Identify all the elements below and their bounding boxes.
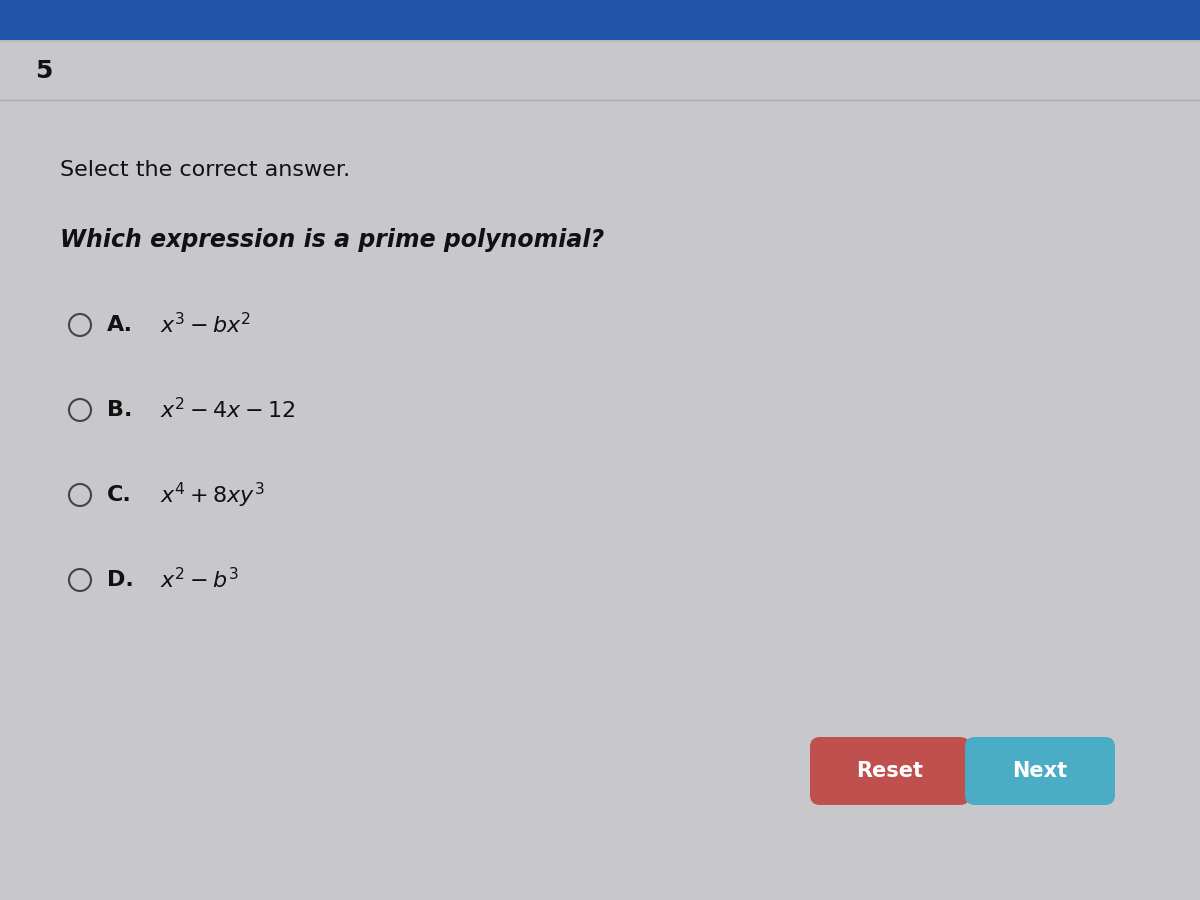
FancyBboxPatch shape <box>0 100 1200 900</box>
Text: 5: 5 <box>35 59 53 83</box>
Text: C.: C. <box>107 485 132 505</box>
FancyBboxPatch shape <box>810 737 970 805</box>
Text: Reset: Reset <box>857 761 924 781</box>
Text: A.: A. <box>107 315 133 335</box>
Text: $x^2 - 4x - 12$: $x^2 - 4x - 12$ <box>160 398 295 423</box>
FancyBboxPatch shape <box>965 737 1115 805</box>
FancyBboxPatch shape <box>0 42 1200 100</box>
Text: $x^2 - b^3$: $x^2 - b^3$ <box>160 567 239 592</box>
Text: B.: B. <box>107 400 132 420</box>
FancyBboxPatch shape <box>0 0 1200 40</box>
Text: Next: Next <box>1013 761 1068 781</box>
Text: Which expression is a prime polynomial?: Which expression is a prime polynomial? <box>60 228 605 252</box>
Text: $x^4 + 8xy^3$: $x^4 + 8xy^3$ <box>160 481 264 509</box>
Text: Select the correct answer.: Select the correct answer. <box>60 160 350 180</box>
Text: $x^3 - bx^2$: $x^3 - bx^2$ <box>160 312 251 338</box>
Text: D.: D. <box>107 570 133 590</box>
